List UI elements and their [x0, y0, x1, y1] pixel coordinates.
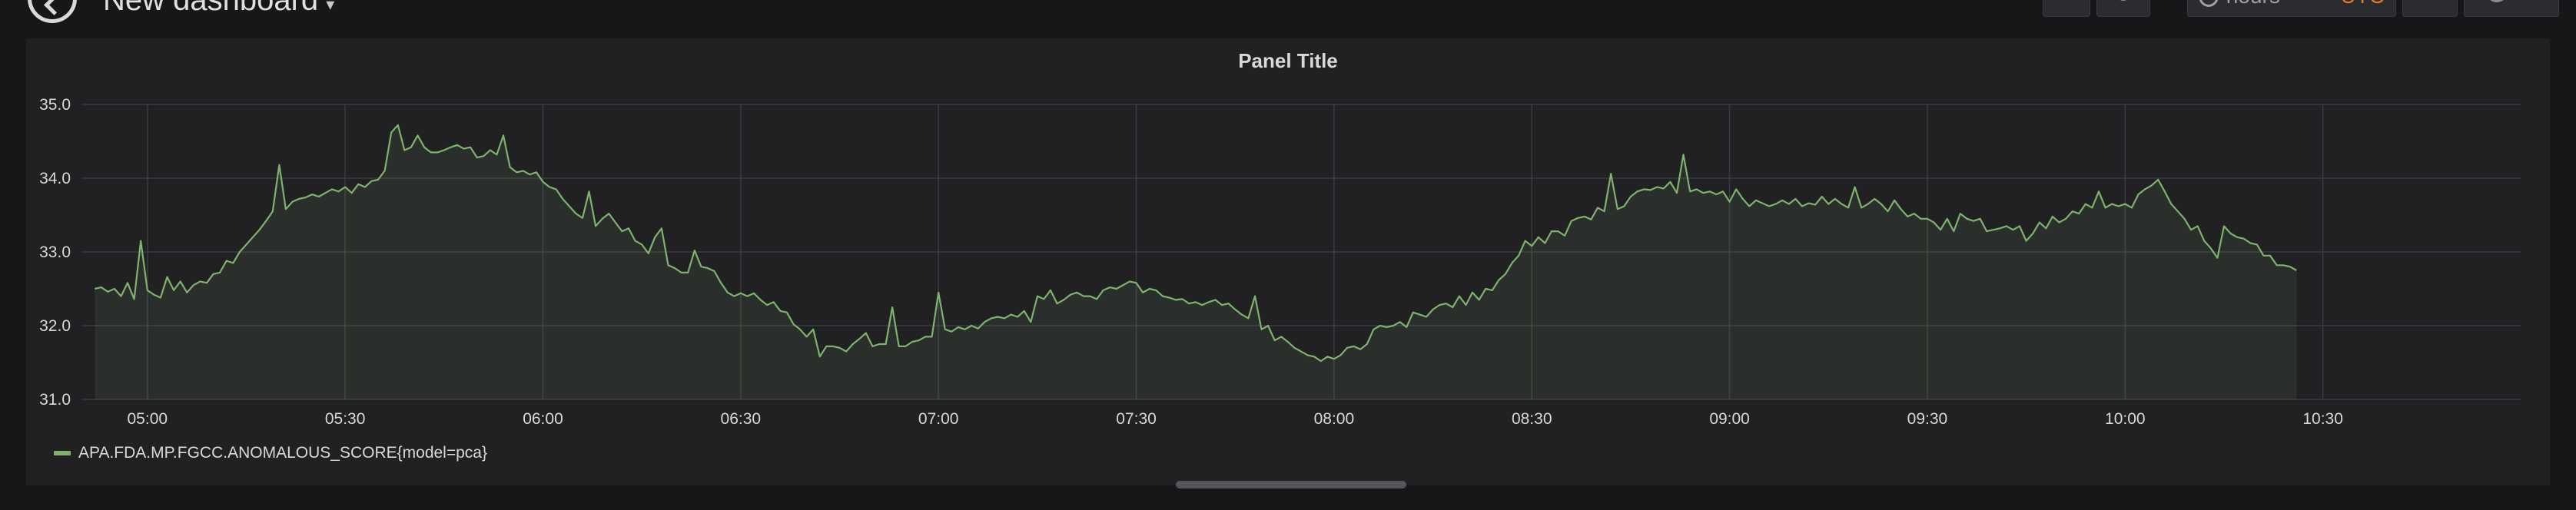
x-tick-label: 08:00 — [1314, 410, 1355, 428]
y-tick-label: 32.0 — [39, 317, 71, 335]
timezone-label: UTC — [2340, 0, 2385, 8]
x-tick-label: 06:00 — [523, 410, 563, 428]
time-range-label: Last 6 hours — [2226, 0, 2333, 8]
time-series-chart[interactable]: 35.0 34.0 33.0 32.0 31.0 05:00 05:30 06:00 06:30… — [26, 38, 2550, 438]
dashboard-top-bar: New dashboard ▾ Last 6 hours UTC — [0, 0, 2576, 31]
x-tick-label: 06:30 — [721, 410, 762, 428]
refresh-button[interactable] — [2464, 0, 2559, 17]
y-tick-label: 33.0 — [39, 243, 71, 261]
y-tick-label: 31.0 — [39, 391, 71, 409]
dashboard-title: New dashboard — [103, 0, 319, 17]
gear-icon — [2116, 0, 2130, 1]
back-button[interactable] — [28, 0, 77, 23]
refresh-icon — [2486, 0, 2508, 2]
x-tick-label: 10:30 — [2302, 410, 2343, 428]
x-tick-label: 09:00 — [1709, 410, 1750, 428]
x-tick-label: 09:30 — [1907, 410, 1948, 428]
add-panel-button[interactable] — [2043, 0, 2090, 17]
horizontal-scrollbar[interactable] — [1176, 481, 1406, 488]
series-area-fill — [95, 124, 2297, 399]
y-tick-label: 34.0 — [39, 170, 71, 187]
panel-title[interactable]: Panel Title — [1238, 49, 1338, 72]
legend-series-color-swatch[interactable] — [54, 451, 71, 455]
x-tick-label: 08:30 — [1512, 410, 1552, 428]
legend: APA.FDA.MP.FGCC.ANOMALOUS_SCORE{model=pc… — [54, 444, 487, 462]
y-tick-label: 35.0 — [39, 96, 71, 114]
time-range-picker[interactable]: Last 6 hours UTC — [2187, 0, 2396, 17]
settings-button[interactable] — [2096, 0, 2150, 17]
x-tick-label: 10:00 — [2105, 410, 2146, 428]
x-tick-label: 05:00 — [128, 410, 168, 428]
graph-panel: Panel Title 35.0 34.0 33.0 32.0 31.0 05:00 05:… — [26, 38, 2550, 485]
series-line — [94, 124, 2297, 363]
x-tick-label: 05:30 — [325, 410, 366, 428]
chevron-down-icon: ▾ — [326, 0, 335, 14]
x-tick-label: 07:00 — [918, 410, 959, 428]
x-tick-label: 07:30 — [1116, 410, 1157, 428]
dashboard-title-picker[interactable]: New dashboard ▾ — [103, 0, 334, 18]
clock-icon — [2199, 0, 2219, 7]
legend-series-name[interactable]: APA.FDA.MP.FGCC.ANOMALOUS_SCORE{model=pc… — [78, 444, 487, 462]
zoom-out-button[interactable] — [2402, 0, 2458, 17]
